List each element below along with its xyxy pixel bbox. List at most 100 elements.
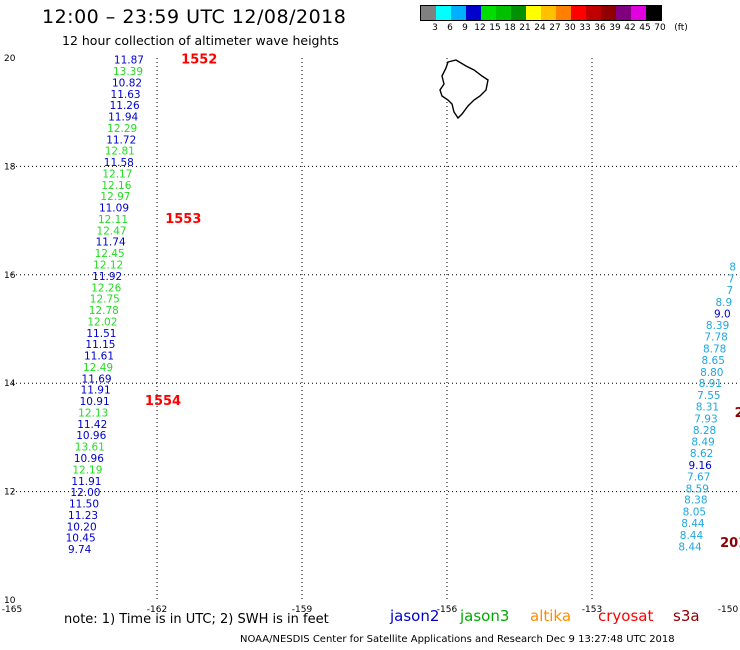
satellite-legend-jason2: jason2	[390, 607, 440, 625]
latitude-tick-label: 18	[4, 162, 16, 172]
pass-number-label: 2	[735, 406, 740, 421]
legend-swatch	[631, 6, 646, 20]
satellite-legend-jason3: jason3	[460, 607, 510, 625]
legend-level-label: 70	[654, 23, 666, 33]
units-note: note: 1) Time is in UTC; 2) SWH is in fe…	[64, 612, 329, 627]
wave-height-value: 13.39	[113, 66, 143, 78]
wave-height-value: 7.67	[687, 471, 710, 483]
wave-height-value: 11.58	[104, 157, 134, 169]
longitude-tick-label: -153	[582, 605, 602, 615]
legend-level-label: 3	[432, 23, 438, 33]
legend-swatch	[541, 6, 556, 20]
legend-level-label: 18	[504, 23, 516, 33]
wave-height-value: 8.59	[686, 483, 709, 495]
wave-height-value: 8.28	[693, 425, 716, 437]
satellite-legend-altika: altika	[530, 607, 572, 625]
pass-number-label: 1554	[145, 394, 181, 409]
wave-height-value: 11.91	[81, 385, 111, 397]
legend-labels: 3 6 9 12 15 18 21 24 27 30 33 36 39 42 45 70 (ft)	[420, 23, 740, 37]
wave-height-value: 12.78	[89, 305, 119, 317]
map-subtitle: 12 hour collection of altimeter wave hei…	[62, 33, 339, 48]
legend-level-label: 39	[609, 23, 621, 33]
wave-height-value: 11.51	[86, 328, 116, 340]
wave-height-value: 12.12	[93, 260, 123, 272]
wave-height-value: 12.45	[95, 248, 125, 260]
wave-height-value: 10.96	[74, 453, 104, 465]
wave-height-value: 11.91	[71, 476, 101, 488]
pass-number-label: 1552	[181, 53, 217, 68]
wave-height-value: 12.11	[98, 214, 128, 226]
wave-height-value: 11.92	[92, 271, 122, 283]
legend-swatch	[646, 6, 661, 20]
map-grid	[12, 58, 737, 600]
legend-swatches	[420, 5, 662, 21]
wave-height-value: 12.13	[78, 407, 108, 419]
wave-height-value: 13.61	[75, 442, 105, 454]
legend-level-label: 9	[462, 23, 468, 33]
legend-level-label: 15	[489, 23, 501, 33]
wave-height-value: 8.62	[690, 448, 713, 460]
legend-level-label: 36	[594, 23, 606, 33]
satellite-legend-s3a: s3a	[673, 607, 700, 625]
wave-height-value: 12.75	[90, 294, 120, 306]
pass-number-label: 1553	[165, 212, 201, 227]
wave-height-value: 11.94	[108, 112, 138, 124]
wave-height-value: 11.72	[106, 134, 136, 146]
wave-height-value: 12.47	[97, 225, 127, 237]
legend-level-label: 12	[474, 23, 486, 33]
wave-height-value: 11.23	[68, 510, 98, 522]
wave-height-value: 8.78	[703, 344, 726, 356]
wave-height-value: 12.49	[83, 362, 113, 374]
wave-height-legend: 3 6 9 12 15 18 21 24 27 30 33 36 39 42 45 70 (ft)	[420, 5, 688, 33]
legend-level-label: 33	[579, 23, 591, 33]
satellite-legend-cryosat: cryosat	[598, 607, 654, 625]
wave-height-value: 11.74	[96, 237, 126, 249]
wave-height-value: 8.91	[699, 378, 722, 390]
credit-line: NOAA/NESDIS Center for Satellite Applica…	[240, 634, 675, 645]
wave-height-value: 10.91	[80, 396, 110, 408]
legend-swatch	[586, 6, 601, 20]
wave-height-value: 8	[729, 262, 736, 274]
wave-height-value: 7.78	[704, 332, 727, 344]
legend-level-label: 42	[624, 23, 636, 33]
wave-height-value: 8.05	[683, 507, 706, 519]
wave-height-value: 12.17	[102, 168, 132, 180]
wave-height-value: 11.61	[84, 351, 114, 363]
latitude-tick-label: 14	[4, 379, 16, 389]
wave-height-value: 8.44	[681, 518, 705, 530]
wave-height-value: 12.97	[100, 191, 130, 203]
wave-height-value: 7.93	[694, 413, 717, 425]
wave-height-value: 8.39	[706, 320, 729, 332]
legend-swatch	[601, 6, 616, 20]
wave-height-points: 11.8713.3910.8211.6311.2611.9412.2911.72…	[66, 53, 740, 556]
wave-height-value: 8.44	[678, 541, 702, 553]
longitude-tick-label: -156	[437, 605, 458, 615]
wave-height-value: 7	[728, 274, 735, 286]
legend-level-label: 30	[564, 23, 576, 33]
latitude-tick-label: 10	[4, 596, 16, 606]
wave-height-value: 8.49	[691, 437, 714, 449]
wave-height-value: 11.15	[85, 339, 115, 351]
longitude-tick-label: -159	[292, 605, 313, 615]
wave-height-value: 7.55	[697, 390, 720, 402]
wave-height-value: 11.63	[111, 89, 141, 101]
legend-level-label: (ft)	[674, 23, 688, 33]
legend-swatch	[571, 6, 586, 20]
wave-height-value: 10.45	[66, 533, 96, 545]
map-title: 12:00 – 23:59 UTC 12/08/2018	[42, 6, 347, 28]
wave-height-value: 8.65	[702, 355, 725, 367]
legend-swatch	[466, 6, 481, 20]
legend-swatch	[556, 6, 571, 20]
wave-height-value: 9.0	[714, 308, 731, 320]
wave-height-value: 12.02	[87, 316, 117, 328]
latitude-tick-label: 20	[4, 54, 16, 64]
wave-height-value: 12.81	[105, 146, 135, 158]
legend-level-label: 6	[447, 23, 453, 33]
legend-swatch	[451, 6, 466, 20]
latitude-tick-label: 12	[4, 488, 15, 498]
longitude-tick-label: -150	[718, 605, 739, 615]
legend-swatch	[421, 6, 436, 20]
legend-swatch	[436, 6, 451, 20]
wave-height-value: 7	[726, 285, 733, 297]
pass-number-label: 2011	[720, 536, 740, 551]
